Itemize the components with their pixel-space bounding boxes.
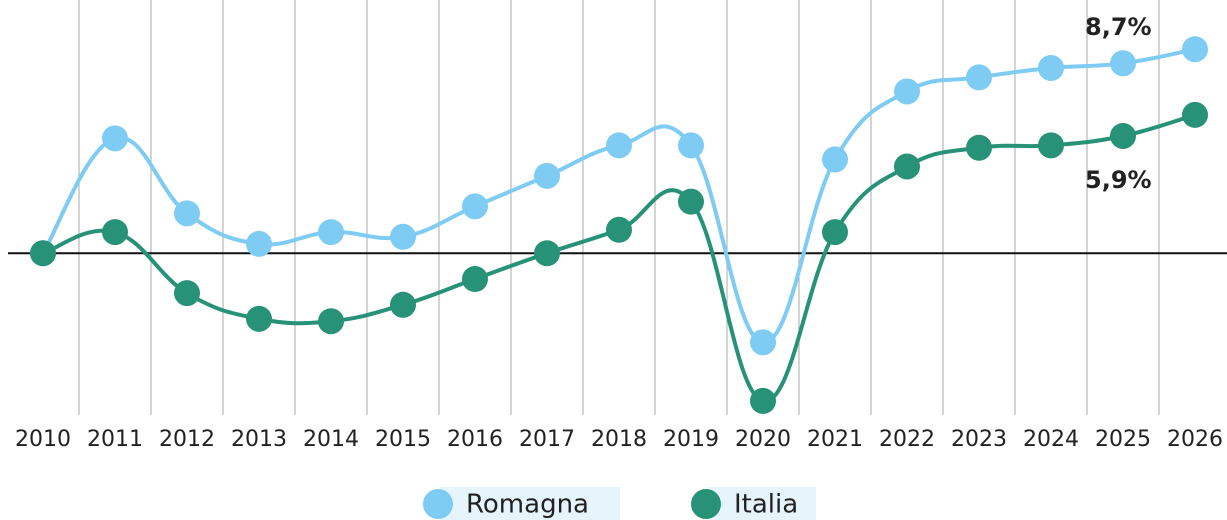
point xyxy=(318,219,344,246)
point xyxy=(174,280,200,307)
point xyxy=(318,308,344,335)
point xyxy=(246,305,272,332)
point xyxy=(1182,36,1208,63)
point xyxy=(462,193,488,220)
point xyxy=(174,200,200,227)
legend-label: Italia xyxy=(734,490,798,520)
point xyxy=(1110,122,1136,149)
point xyxy=(894,78,920,105)
annotation: 5,9% xyxy=(1085,166,1152,194)
point xyxy=(678,188,704,215)
point xyxy=(678,132,704,159)
point xyxy=(606,132,632,159)
point xyxy=(390,291,416,318)
x-tick-label: 2018 xyxy=(591,427,647,452)
point xyxy=(1182,101,1208,128)
point xyxy=(1038,132,1064,159)
point xyxy=(390,223,416,250)
x-tick-label: 2023 xyxy=(951,427,1007,452)
point xyxy=(102,125,128,152)
point xyxy=(534,162,560,189)
x-tick-label: 2020 xyxy=(735,427,791,452)
x-tick-label: 2025 xyxy=(1095,427,1151,452)
x-tick-label: 2010 xyxy=(15,427,71,452)
legend-marker xyxy=(423,489,453,519)
point xyxy=(534,240,560,267)
legend-bg xyxy=(440,487,620,520)
x-tick-label: 2015 xyxy=(375,427,431,452)
point xyxy=(822,219,848,246)
point xyxy=(966,64,992,91)
legend-bg xyxy=(708,487,816,520)
series-line xyxy=(41,47,1196,345)
legend-label: Romagna xyxy=(466,490,589,520)
x-tick-label: 2021 xyxy=(807,427,863,452)
point xyxy=(606,216,632,243)
point xyxy=(462,266,488,293)
x-tick-label: 2026 xyxy=(1167,427,1223,452)
point xyxy=(750,329,776,356)
x-tick-label: 2012 xyxy=(159,427,215,452)
x-tick-label: 2014 xyxy=(303,427,359,452)
x-tick-label: 2017 xyxy=(519,427,575,452)
point xyxy=(246,230,272,257)
point xyxy=(30,240,56,267)
x-tick-label: 2011 xyxy=(87,427,143,452)
x-tick-label: 2016 xyxy=(447,427,503,452)
point xyxy=(894,153,920,180)
x-tick-label: 2013 xyxy=(231,427,287,452)
x-tick-label: 2022 xyxy=(879,427,935,452)
point xyxy=(966,134,992,161)
point xyxy=(822,146,848,173)
point xyxy=(750,387,776,414)
annotation: 8,7% xyxy=(1085,13,1152,41)
point xyxy=(1038,54,1064,81)
legend-marker xyxy=(691,489,721,519)
x-tick-label: 2019 xyxy=(663,427,719,452)
x-tick-label: 2024 xyxy=(1023,427,1079,452)
point xyxy=(1110,50,1136,77)
point xyxy=(102,219,128,246)
